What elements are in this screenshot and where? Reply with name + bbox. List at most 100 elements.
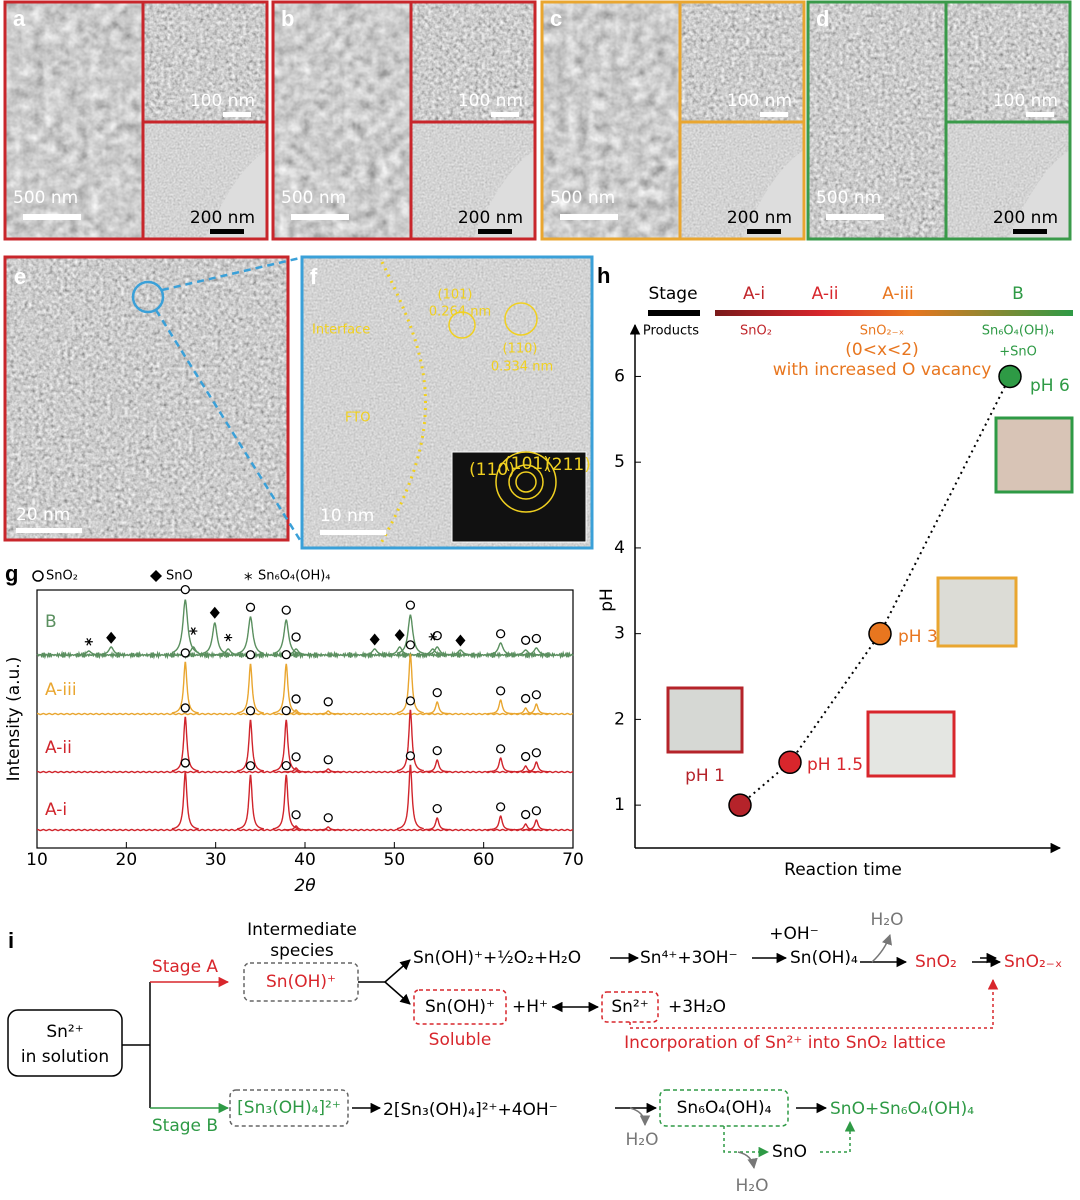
peak <box>237 616 264 654</box>
species: H₂O <box>736 1176 769 1196</box>
scale-bar <box>320 530 386 535</box>
sem-inset <box>680 2 804 122</box>
value-label: pH 1 <box>685 766 725 786</box>
species: Sn(OH)⁺ <box>266 972 336 992</box>
species-box <box>601 991 659 1023</box>
product: SnO₂ <box>740 324 772 339</box>
species: SnO₂₋ₓ <box>1004 952 1062 972</box>
phase-marker <box>291 752 301 762</box>
sem-image <box>273 2 411 239</box>
peak <box>396 614 425 654</box>
peak <box>397 653 424 714</box>
baseline <box>36 650 574 660</box>
peak <box>237 774 264 830</box>
peak <box>272 774 300 830</box>
product: +SnO <box>999 345 1037 360</box>
y-tick-label: 1 <box>614 795 625 815</box>
arrow <box>820 1120 856 1153</box>
stage-name: A-iii <box>882 284 914 304</box>
stage-name: B <box>1012 284 1024 304</box>
peak <box>272 619 300 655</box>
scale-bar <box>23 214 81 220</box>
panel-label: b <box>281 6 294 31</box>
fft-ring <box>495 451 557 513</box>
stage-name: A-ii <box>812 284 839 304</box>
y-tick-label: 2 <box>614 709 625 729</box>
phase-marker <box>291 810 301 820</box>
species: H₂O <box>626 1130 659 1150</box>
x-tick-label: 70 <box>562 850 584 870</box>
zoom-line <box>154 309 302 541</box>
peak <box>237 663 264 714</box>
equation: 2[Sn₃(OH)₄]²⁺+4OH⁻ <box>383 1100 558 1120</box>
sem-inset <box>143 2 267 122</box>
phase-marker <box>455 634 466 647</box>
phase-marker <box>180 758 190 768</box>
stage-name: A-i <box>743 284 765 304</box>
sem-image <box>542 2 680 239</box>
sem-image <box>5 2 143 239</box>
peak <box>314 768 342 773</box>
equation: +3H₂O <box>668 997 726 1017</box>
peak <box>397 764 424 830</box>
panel-label: h <box>597 263 610 288</box>
plot-frame <box>36 589 574 849</box>
scale-bar <box>223 112 251 117</box>
start-box <box>7 1009 123 1077</box>
legend-label: SnO <box>166 569 193 584</box>
scale-label: 200 nm <box>458 208 523 228</box>
peak <box>523 819 550 831</box>
note: Intermediate <box>247 920 357 940</box>
x-axis-label: Reaction time <box>784 860 902 880</box>
phase-marker <box>323 755 333 765</box>
scale-label: 200 nm <box>727 208 792 228</box>
phase-marker <box>531 633 542 644</box>
xrd-legend: g SnO₂ SnO * Sn₆O₄(OH)₄ <box>5 561 331 590</box>
species-note: in solution <box>21 1047 109 1067</box>
peak <box>396 709 425 772</box>
product-note: with increased O vacancy <box>773 360 992 380</box>
phase-marker <box>281 760 291 771</box>
y-axis-label: Intensity (a.u.) <box>4 657 24 782</box>
scale-label: 20 nm <box>16 505 70 525</box>
phase-marker <box>291 632 301 642</box>
peak <box>447 649 474 656</box>
sem-inset <box>411 2 535 122</box>
zoom-circle <box>131 280 165 314</box>
product: Sn₆O₄(OH)₄ <box>982 324 1055 339</box>
fringe-circle <box>448 311 476 339</box>
scale-bar <box>826 214 884 220</box>
phase-marker <box>495 802 506 812</box>
peak <box>236 719 265 772</box>
species: [Sn₃(OH)₄]²⁺ <box>237 1098 341 1118</box>
data-point <box>998 364 1022 389</box>
species: Sn₆O₄(OH)₄ <box>677 1098 772 1118</box>
peak <box>512 823 539 831</box>
peak <box>282 767 310 773</box>
arrow <box>737 1151 758 1170</box>
fringe-circle <box>504 302 538 336</box>
species: Sn(OH)₄ <box>790 948 858 968</box>
peak <box>487 757 514 773</box>
scale-bar <box>1026 112 1054 117</box>
peak <box>423 817 451 831</box>
sem-inset <box>946 2 1070 122</box>
scale-label: 100 nm <box>190 91 255 111</box>
d-spacing: 0.334 nm <box>491 360 553 375</box>
phase-marker <box>281 605 291 615</box>
species: Sn(OH)⁺ <box>425 997 495 1017</box>
y-axis-label: pH <box>597 588 617 612</box>
scale-label: 200 nm <box>993 208 1058 228</box>
y-tick-label: 4 <box>614 538 625 558</box>
value-label: pH 6 <box>1030 376 1070 396</box>
peak <box>523 647 550 656</box>
peak <box>386 646 414 656</box>
phase-marker <box>521 635 531 645</box>
x-tick-label: 20 <box>116 850 138 870</box>
phase-marker <box>432 687 442 698</box>
micrograph-panel: c 500 nm 100 nm 200 nm <box>540 0 806 241</box>
phase-marker <box>521 809 531 820</box>
ring-label: (101) <box>504 454 550 474</box>
tem-substrate <box>1008 150 1070 239</box>
